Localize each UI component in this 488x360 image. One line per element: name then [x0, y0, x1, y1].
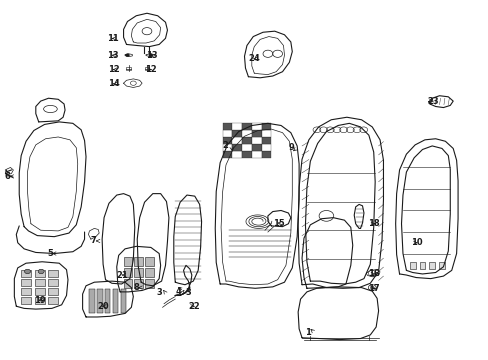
Text: 10: 10	[410, 238, 422, 247]
Bar	[242, 144, 251, 151]
Bar	[48, 270, 58, 277]
Bar	[232, 137, 242, 144]
Bar	[21, 270, 31, 277]
Text: 6: 6	[4, 172, 10, 181]
Bar	[126, 67, 131, 70]
Bar	[35, 297, 44, 304]
Text: 13: 13	[107, 51, 119, 60]
Circle shape	[38, 269, 44, 274]
Bar	[35, 270, 44, 277]
Bar	[428, 262, 434, 269]
Text: 3: 3	[157, 288, 162, 297]
Bar	[409, 262, 415, 269]
Text: 23: 23	[426, 96, 438, 105]
Bar	[144, 67, 149, 70]
Circle shape	[38, 269, 44, 274]
Text: 5: 5	[47, 249, 53, 258]
Bar	[48, 297, 58, 304]
Bar	[222, 137, 232, 144]
Text: 20: 20	[97, 302, 109, 311]
Bar	[251, 123, 261, 130]
Circle shape	[24, 269, 30, 274]
Bar	[232, 123, 242, 130]
Circle shape	[149, 54, 153, 57]
Bar	[261, 130, 271, 137]
Bar	[232, 151, 242, 158]
Text: 14: 14	[108, 80, 120, 89]
Bar	[242, 130, 251, 137]
Bar	[261, 123, 271, 130]
Bar	[261, 151, 271, 158]
Text: 9: 9	[288, 143, 294, 152]
Bar	[123, 268, 132, 277]
Circle shape	[125, 54, 129, 57]
Bar	[419, 262, 425, 269]
Bar	[35, 288, 44, 295]
Text: 12: 12	[144, 65, 157, 74]
Bar	[222, 151, 232, 158]
Text: 7: 7	[91, 237, 97, 246]
Bar	[251, 137, 261, 144]
Bar	[48, 279, 58, 286]
Bar	[89, 289, 95, 314]
Bar	[251, 130, 261, 137]
Bar	[48, 288, 58, 295]
Bar	[242, 151, 251, 158]
Bar	[134, 257, 143, 266]
Circle shape	[24, 269, 30, 274]
Text: 8: 8	[133, 283, 139, 292]
Bar	[145, 257, 154, 266]
Bar	[438, 262, 444, 269]
Text: 16: 16	[367, 269, 379, 278]
Bar	[105, 289, 110, 314]
Bar	[123, 279, 132, 288]
Text: 22: 22	[187, 302, 199, 311]
Bar	[261, 144, 271, 151]
Text: 17: 17	[367, 284, 379, 293]
Text: 4: 4	[175, 287, 181, 296]
Text: 13: 13	[146, 51, 158, 60]
Bar	[134, 279, 143, 288]
Bar	[97, 289, 102, 314]
Circle shape	[369, 286, 373, 289]
Bar	[232, 144, 242, 151]
Bar	[222, 123, 232, 130]
Bar	[232, 130, 242, 137]
Text: 19: 19	[34, 296, 45, 305]
Text: 21: 21	[117, 270, 128, 279]
Text: 3: 3	[185, 288, 190, 297]
Bar	[251, 151, 261, 158]
Bar	[21, 279, 31, 286]
Text: 1: 1	[305, 328, 311, 337]
Text: 18: 18	[367, 219, 379, 228]
Text: 15: 15	[272, 219, 284, 228]
Bar	[123, 257, 132, 266]
Text: 2: 2	[222, 141, 228, 150]
Bar	[261, 137, 271, 144]
Bar	[242, 137, 251, 144]
Text: 12: 12	[108, 65, 120, 74]
Bar	[222, 130, 232, 137]
Bar	[134, 268, 143, 277]
Bar	[113, 289, 118, 314]
Bar	[21, 297, 31, 304]
Bar	[251, 144, 261, 151]
Text: 24: 24	[248, 54, 260, 63]
Bar	[35, 279, 44, 286]
Bar	[145, 279, 154, 288]
Bar	[21, 288, 31, 295]
Text: 11: 11	[107, 34, 119, 43]
Bar	[121, 289, 126, 314]
Bar	[145, 268, 154, 277]
Bar	[222, 144, 232, 151]
Bar	[242, 123, 251, 130]
